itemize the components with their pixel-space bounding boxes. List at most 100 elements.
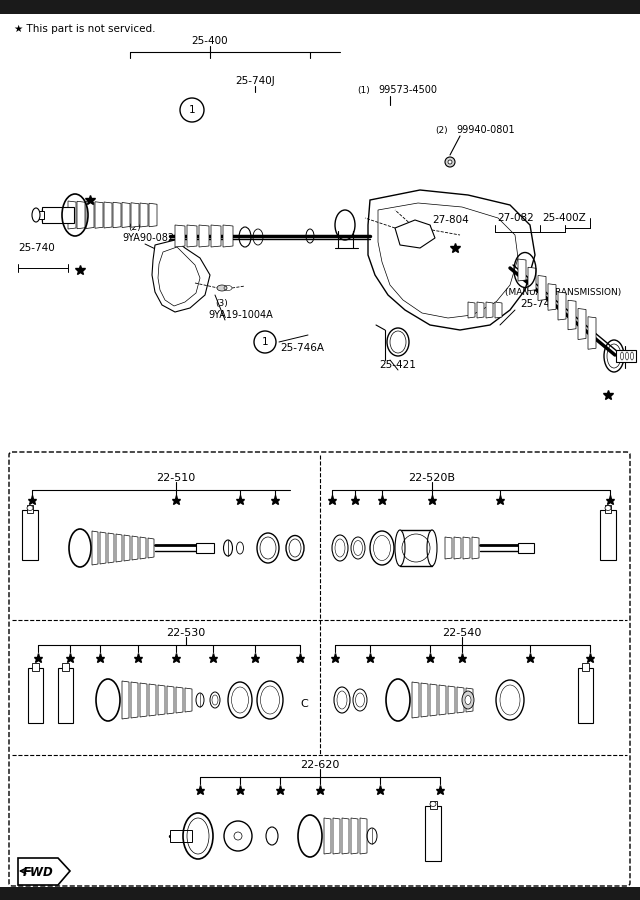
Polygon shape [211, 225, 221, 247]
Text: C: C [300, 699, 308, 709]
Polygon shape [477, 302, 484, 318]
Ellipse shape [445, 157, 455, 167]
Polygon shape [185, 688, 192, 712]
Polygon shape [167, 686, 174, 714]
Bar [600, 510, 616, 560]
Polygon shape [454, 537, 461, 559]
Text: 22-510: 22-510 [156, 473, 196, 483]
Polygon shape [148, 538, 154, 558]
Polygon shape [324, 818, 331, 854]
Bar [582, 663, 589, 671]
Polygon shape [68, 201, 76, 229]
Polygon shape [448, 686, 455, 714]
Polygon shape [92, 531, 98, 565]
Polygon shape [412, 682, 419, 718]
Ellipse shape [462, 691, 474, 709]
Text: 27-082: 27-082 [497, 213, 534, 223]
Polygon shape [176, 687, 183, 713]
Polygon shape [86, 202, 94, 229]
Bar [518, 543, 534, 553]
Ellipse shape [217, 285, 227, 291]
Polygon shape [100, 532, 106, 564]
Polygon shape [152, 240, 210, 312]
Ellipse shape [621, 352, 623, 360]
Polygon shape [149, 203, 157, 227]
Polygon shape [132, 536, 138, 560]
Text: 9YA19-1004A: 9YA19-1004A [208, 310, 273, 320]
Polygon shape [468, 302, 475, 318]
Polygon shape [445, 537, 452, 559]
Polygon shape [333, 818, 340, 854]
Text: (2): (2) [435, 126, 448, 135]
Polygon shape [158, 685, 165, 715]
Text: 25-400: 25-400 [192, 36, 228, 46]
Bar [32, 663, 39, 671]
Text: (MANUAL TRANSMISSION): (MANUAL TRANSMISSION) [505, 288, 621, 297]
Bar [34, 211, 44, 219]
Polygon shape [518, 259, 526, 281]
Text: ★ This part is not serviced.: ★ This part is not serviced. [14, 24, 156, 34]
Polygon shape [140, 537, 146, 559]
Text: 22-520B: 22-520B [408, 473, 456, 483]
Text: 9YA90-0829: 9YA90-0829 [122, 233, 180, 243]
Polygon shape [116, 534, 122, 562]
Polygon shape [77, 202, 85, 229]
Polygon shape [439, 685, 446, 715]
Polygon shape [342, 818, 349, 854]
Text: 22-540: 22-540 [442, 628, 482, 638]
Polygon shape [578, 309, 586, 339]
Polygon shape [18, 858, 70, 885]
Ellipse shape [465, 696, 471, 705]
Polygon shape [187, 225, 197, 247]
Polygon shape [395, 220, 435, 248]
Polygon shape [538, 275, 546, 301]
Text: 25-746A: 25-746A [520, 299, 564, 309]
Polygon shape [548, 284, 556, 310]
Text: 1: 1 [262, 337, 268, 347]
Text: 25-740: 25-740 [18, 243, 55, 253]
Ellipse shape [27, 506, 33, 510]
Bar [27, 505, 33, 513]
Bar [0, 0, 640, 14]
Text: 22-530: 22-530 [166, 628, 205, 638]
Text: 1: 1 [189, 105, 195, 115]
Bar [28, 668, 43, 723]
Text: 25-400Z: 25-400Z [542, 213, 586, 223]
Polygon shape [430, 684, 437, 716]
Ellipse shape [625, 352, 628, 360]
Polygon shape [351, 818, 358, 854]
Polygon shape [124, 535, 130, 561]
Polygon shape [104, 202, 112, 228]
Ellipse shape [430, 802, 436, 806]
Text: 25-740J: 25-740J [235, 76, 275, 86]
Polygon shape [199, 225, 209, 247]
Polygon shape [122, 681, 129, 719]
Bar [62, 663, 69, 671]
Polygon shape [466, 688, 473, 712]
Bar [170, 830, 192, 842]
Polygon shape [131, 682, 138, 718]
Bar [22, 510, 38, 560]
Ellipse shape [427, 530, 437, 566]
Bar [400, 530, 432, 566]
Text: 99573-4500: 99573-4500 [378, 85, 437, 95]
Text: 25-746A: 25-746A [280, 343, 324, 353]
Polygon shape [223, 225, 233, 247]
Polygon shape [486, 302, 493, 318]
Polygon shape [495, 302, 502, 318]
FancyBboxPatch shape [9, 452, 630, 886]
Ellipse shape [32, 208, 40, 222]
Text: (3): (3) [215, 299, 228, 308]
Text: 22-620: 22-620 [300, 760, 340, 770]
Ellipse shape [448, 160, 452, 164]
Polygon shape [568, 301, 576, 329]
Polygon shape [368, 190, 535, 330]
Polygon shape [95, 202, 103, 229]
Polygon shape [113, 202, 121, 228]
Polygon shape [108, 533, 114, 563]
Bar [58, 668, 73, 723]
Polygon shape [140, 683, 147, 717]
Bar [196, 543, 214, 553]
Polygon shape [421, 683, 428, 717]
Ellipse shape [630, 352, 634, 360]
